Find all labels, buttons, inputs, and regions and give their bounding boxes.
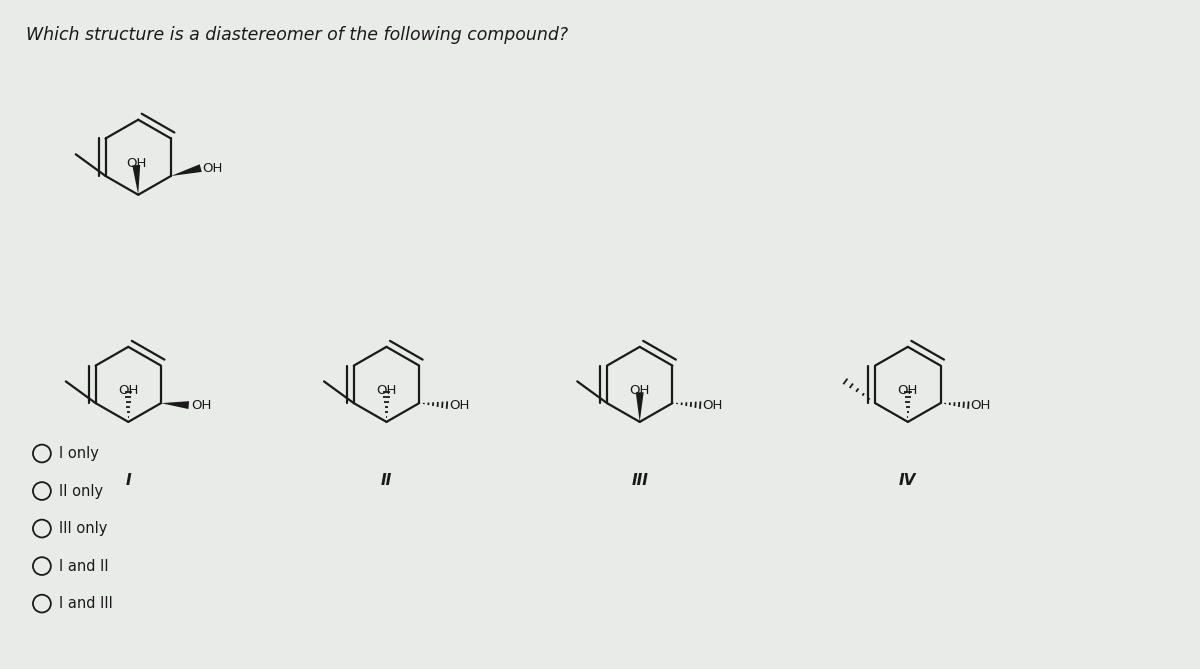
Text: I only: I only [59, 446, 98, 461]
Text: OH: OH [702, 399, 722, 411]
Text: III: III [631, 473, 648, 488]
Text: OH: OH [898, 385, 918, 397]
Text: OH: OH [191, 399, 211, 411]
Text: OH: OH [971, 399, 991, 411]
Text: II: II [380, 473, 392, 488]
Text: III only: III only [59, 521, 107, 536]
Text: I and III: I and III [59, 596, 113, 611]
Text: OH: OH [377, 385, 397, 397]
Text: OH: OH [118, 385, 138, 397]
Text: I and II: I and II [59, 559, 108, 573]
Polygon shape [170, 165, 202, 176]
Text: OH: OH [126, 157, 146, 170]
Text: II only: II only [59, 484, 103, 498]
Text: OH: OH [630, 385, 650, 397]
Polygon shape [161, 401, 190, 409]
Text: OH: OH [203, 162, 223, 175]
Text: IV: IV [899, 473, 917, 488]
Text: Which structure is a diastereomer of the following compound?: Which structure is a diastereomer of the… [26, 26, 568, 44]
Text: I: I [126, 473, 131, 488]
Polygon shape [132, 165, 140, 195]
Text: OH: OH [449, 399, 469, 411]
Polygon shape [636, 392, 643, 422]
